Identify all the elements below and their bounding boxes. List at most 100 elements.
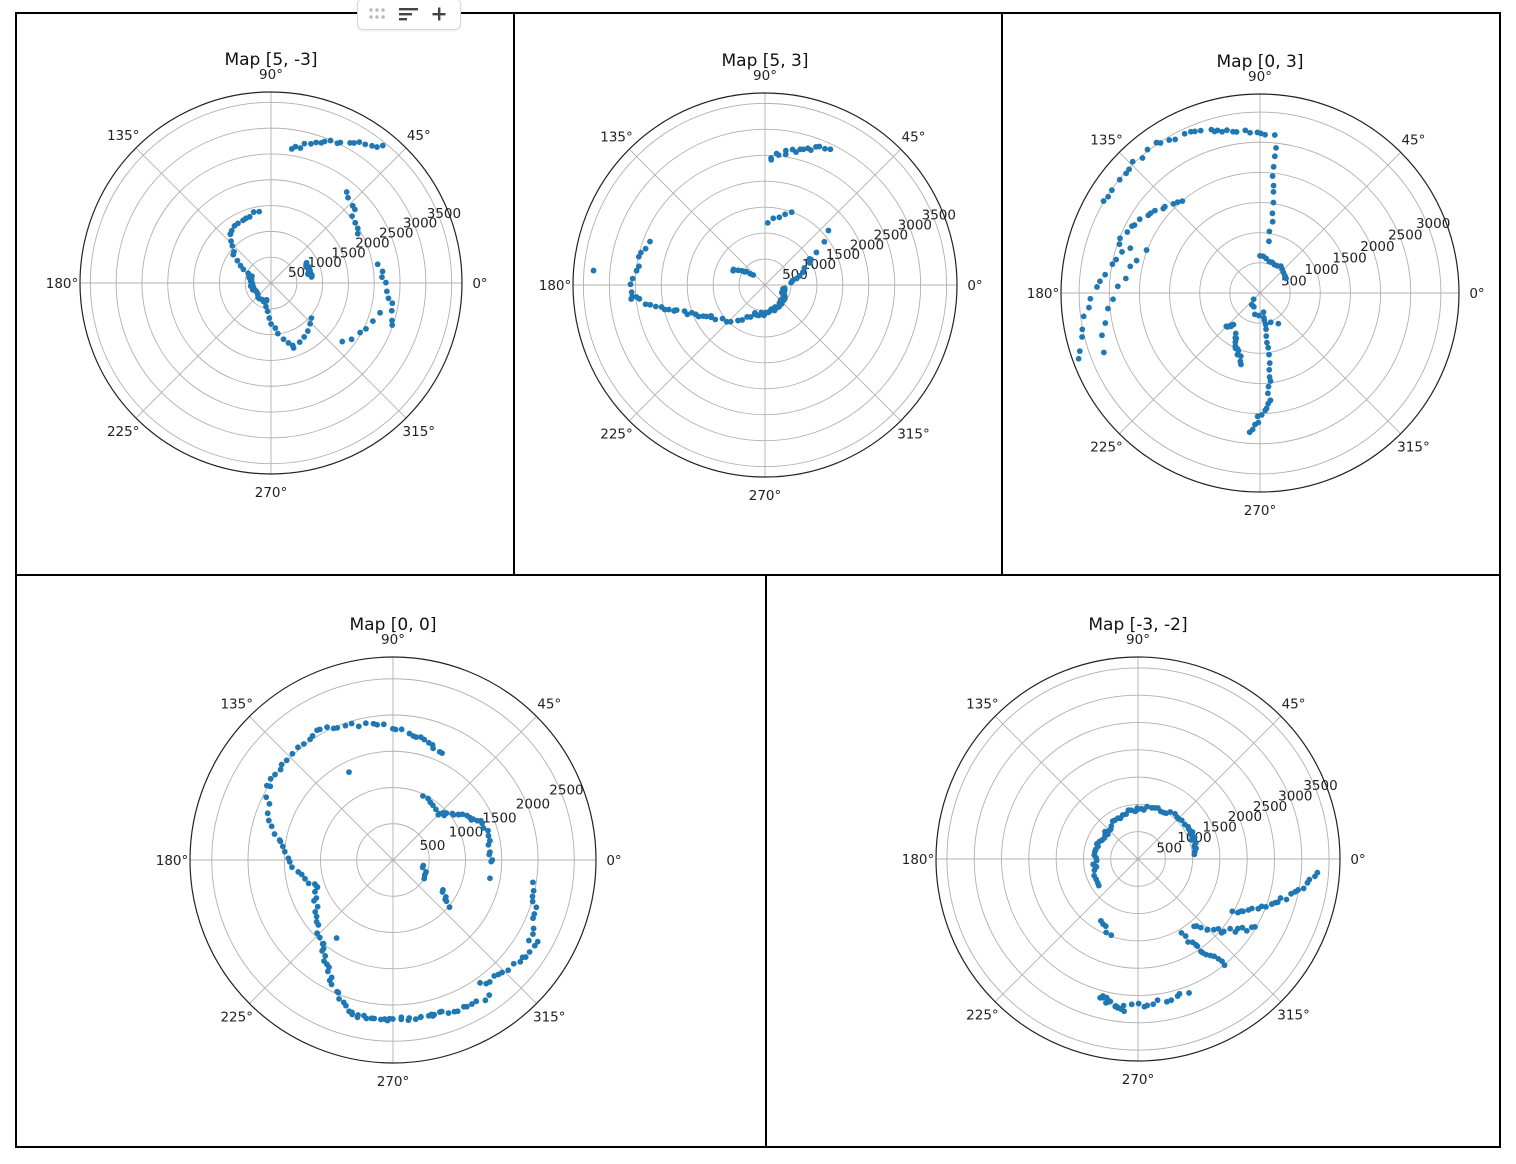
data-point [1260,309,1267,316]
radial-tick-label: 2000 [1360,239,1394,255]
radial-tick-label: 2000 [516,797,550,813]
data-point [799,269,806,276]
data-point [1076,348,1083,355]
radial-tick-label: 1500 [826,247,860,263]
add-icon[interactable] [426,2,452,26]
data-point [228,227,235,234]
data-point [1271,153,1278,160]
data-point [324,724,330,731]
data-point [1274,899,1281,906]
sort-lines-icon[interactable] [396,2,422,26]
data-point [530,931,536,938]
panel-border-4 [15,574,767,1148]
data-point [477,979,483,986]
data-point [454,1008,461,1015]
data-point [389,322,396,329]
data-point [1166,137,1173,143]
data-point [1270,188,1277,195]
data-point [1153,139,1160,146]
data-point [276,837,283,843]
angle-tick-label: 90° [259,67,283,83]
data-point [530,925,537,932]
angular-gridline [994,858,1139,1003]
angular-gridline [135,147,272,284]
data-point [235,220,241,227]
data-point [379,268,386,275]
data-point [1110,296,1116,303]
data-point [1271,132,1278,138]
data-point [363,325,369,332]
drag-handle-icon[interactable] [366,2,392,26]
data-point [1223,323,1230,330]
data-point [370,720,377,727]
data-point [821,238,828,245]
polar-frame [935,656,1341,1062]
data-point [1306,876,1313,883]
data-point [708,314,714,321]
data-point [806,256,813,262]
data-point [1188,128,1194,135]
data-point [1144,146,1151,153]
data-point [1249,905,1255,912]
chart-title: Map [5, -3] [224,50,317,70]
angle-tick-label: 135° [1090,133,1123,149]
angle-tick-label: 270° [377,1074,410,1090]
data-point [1265,383,1272,390]
data-point [1314,869,1321,876]
angular-gridline [1137,715,1282,860]
data-point [289,750,296,757]
data-point [1121,1008,1127,1015]
data-point [681,308,688,315]
data-point [349,1009,355,1016]
data-point [343,189,350,195]
angle-tick-label: 225° [220,1009,253,1025]
data-point [628,289,635,296]
data-point [369,318,376,325]
data-point [1197,127,1204,134]
radial-tick-label: 3500 [922,207,956,223]
data-point [505,967,512,974]
angle-tick-label: 225° [600,426,633,442]
data-point [510,960,517,967]
data-point [671,308,678,314]
data-point [636,263,642,270]
data-point [285,340,292,346]
data-point [531,942,538,949]
data-point [1243,927,1250,934]
polar-frame [1060,93,1460,493]
data-point [712,316,719,323]
data-point [351,206,358,213]
data-point [279,843,286,850]
data-point [1252,421,1258,428]
data-point [346,769,352,776]
data-point [1185,939,1191,945]
data-point [328,981,335,988]
data-point [822,145,828,152]
data-point [1087,295,1094,302]
data-point [280,336,287,343]
data-point [319,948,326,954]
data-point [1220,928,1227,935]
radial-tick-label: 3500 [427,206,461,222]
data-point [356,139,363,145]
radial-tick-label: 2500 [1253,799,1287,815]
data-point [443,898,450,905]
data-point [379,274,385,281]
data-point [1109,261,1116,268]
data-point [1204,926,1211,933]
data-point [530,879,536,886]
data-point [272,325,279,331]
data-point [1262,903,1269,910]
polar-chart-map-0-0: Map [0, 0] 0° 45° 90° 135° 180° 225° 270° 315° 50… [156,615,622,1090]
angle-tick-label: 45° [1401,133,1425,149]
data-point [455,811,462,818]
data-point [1105,193,1112,200]
data-point [735,317,741,324]
data-point [1100,198,1107,204]
data-point [1086,304,1092,311]
angular-gridline [764,148,902,286]
angle-tick-label: 135° [220,697,253,713]
data-point [324,968,331,975]
data-point [1150,1001,1157,1008]
data-point [827,146,834,153]
